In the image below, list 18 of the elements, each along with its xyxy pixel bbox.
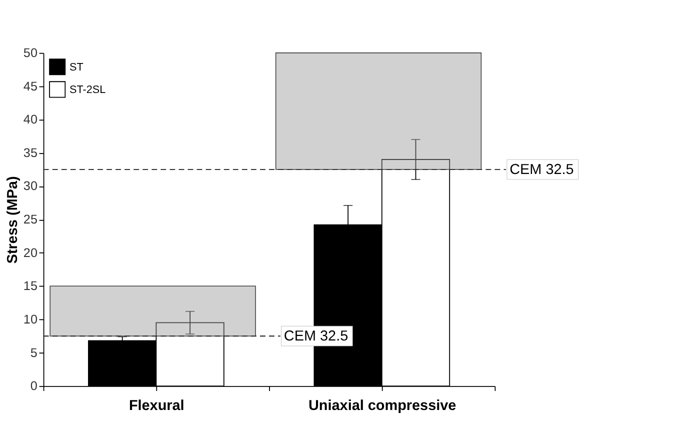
y-tick-label: 5 bbox=[30, 346, 38, 360]
y-tick-label: 15 bbox=[23, 279, 38, 294]
y-tick-label: 40 bbox=[23, 112, 38, 127]
y-tick-label: 10 bbox=[23, 312, 38, 326]
y-tick-label: 25 bbox=[23, 212, 38, 227]
y-tick-label: 0 bbox=[30, 379, 38, 394]
y-axis-title: Stress (MPa) bbox=[5, 176, 22, 264]
y-tick-label: 30 bbox=[23, 179, 38, 194]
ref-line-label: CEM 32.5 bbox=[284, 328, 348, 345]
x-tick-label: Flexural bbox=[128, 398, 184, 414]
x-tick-label: Uniaxial compressive bbox=[308, 398, 456, 414]
legend-label: ST bbox=[70, 61, 84, 74]
legend-label: ST-2SL bbox=[70, 84, 106, 96]
y-tick-label: 45 bbox=[23, 79, 38, 94]
y-tick-label: 35 bbox=[23, 146, 38, 160]
ref-line-label: CEM 32.5 bbox=[510, 162, 574, 178]
y-tick-label: 20 bbox=[23, 246, 38, 260]
y-tick-label: 50 bbox=[23, 46, 38, 60]
